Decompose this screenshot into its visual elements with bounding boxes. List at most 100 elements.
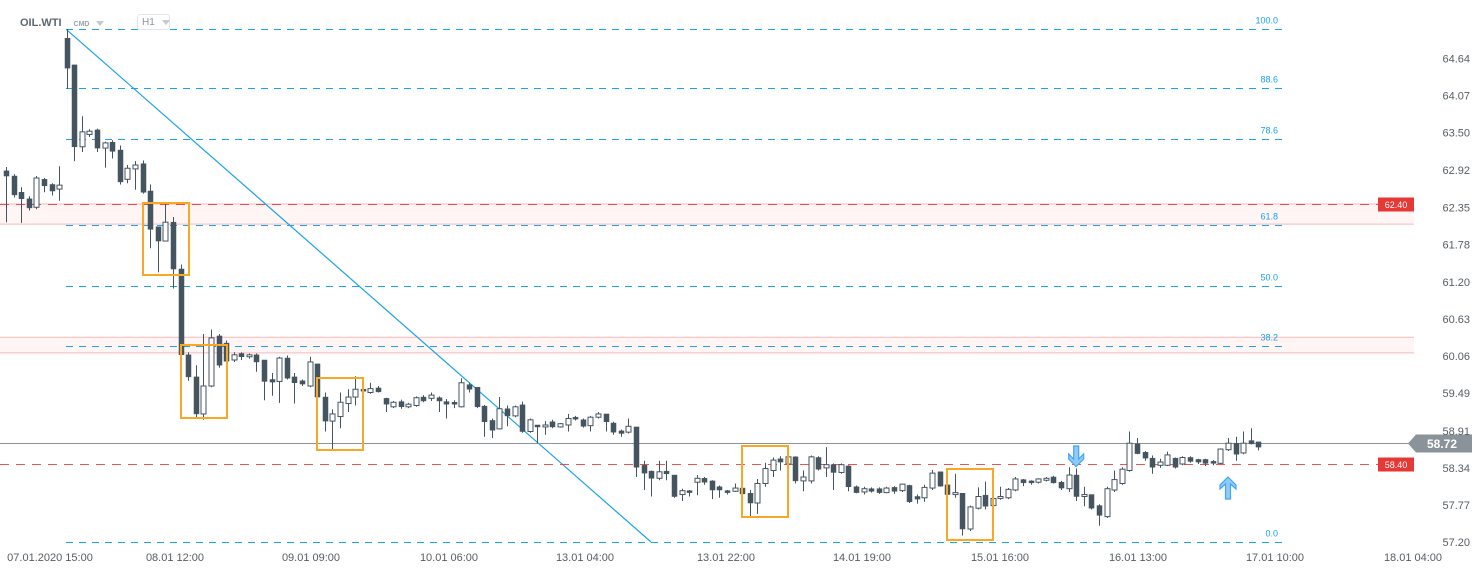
candle-body-bearish bbox=[853, 486, 860, 493]
fib-level-label: 38.2 bbox=[1260, 333, 1278, 343]
candle-body-bearish bbox=[481, 405, 488, 422]
candle bbox=[701, 477, 708, 485]
candle-body-bearish bbox=[3, 170, 10, 177]
candle-body-bearish bbox=[420, 396, 427, 402]
candle-body-bullish bbox=[329, 413, 336, 422]
candle bbox=[3, 166, 10, 223]
candle-body-bullish bbox=[1012, 478, 1019, 491]
candle bbox=[216, 334, 223, 368]
candle-body-bearish bbox=[1142, 452, 1149, 459]
annotations-layer[interactable] bbox=[142, 202, 1237, 541]
candle-body-bullish bbox=[102, 142, 109, 149]
candle bbox=[1028, 480, 1035, 485]
time-tick-label: 18.01 04:00 bbox=[1384, 552, 1442, 564]
candle-body-bullish bbox=[231, 354, 238, 361]
candle bbox=[527, 418, 534, 433]
candle-body-bearish bbox=[299, 380, 306, 385]
candle-body-bullish bbox=[124, 167, 131, 180]
candle bbox=[610, 421, 617, 435]
candle bbox=[246, 353, 253, 359]
candle-body-bearish bbox=[1172, 457, 1179, 468]
candle-body-bearish bbox=[1088, 494, 1095, 509]
candle-body-bullish bbox=[352, 388, 359, 398]
candle bbox=[345, 389, 352, 412]
candle-body-bullish bbox=[754, 483, 761, 504]
candle-body-bearish bbox=[193, 376, 200, 415]
candle bbox=[162, 202, 169, 242]
candle bbox=[170, 217, 177, 289]
resistance-zone[interactable] bbox=[0, 337, 1414, 353]
candle-body-bearish bbox=[11, 175, 18, 196]
candle bbox=[64, 29, 71, 89]
highlight-box[interactable] bbox=[316, 377, 364, 451]
candle bbox=[572, 415, 579, 421]
candle-body-bearish bbox=[253, 354, 260, 363]
candle bbox=[1210, 460, 1217, 466]
candle-body-bullish bbox=[1240, 442, 1247, 454]
candle bbox=[595, 412, 602, 419]
timeframe-dropdown[interactable]: H1 bbox=[137, 14, 170, 30]
fibonacci-retracement[interactable]: 100.0 88.6 78.6 61.8 50.0 38.2 0.0 bbox=[65, 16, 1285, 543]
resistance-zone[interactable] bbox=[0, 204, 1414, 225]
highlight-box[interactable] bbox=[180, 344, 228, 419]
candle bbox=[375, 386, 382, 393]
candle-body-bullish bbox=[1043, 477, 1050, 481]
candle bbox=[155, 226, 162, 273]
candle-body-bullish bbox=[33, 177, 40, 208]
candle-body-bullish bbox=[542, 424, 549, 428]
time-tick-label: 15.01 16:00 bbox=[971, 552, 1029, 564]
time-tick-label: 09.01 09:00 bbox=[282, 552, 340, 564]
time-axis[interactable]: 07.01.2020 15:00 08.01 12:00 09.01 09:00 10… bbox=[7, 552, 1442, 564]
candle bbox=[41, 178, 48, 193]
candle-body-bullish bbox=[56, 184, 63, 190]
price-tick-label: 58.34 bbox=[1442, 463, 1470, 475]
trend-line[interactable] bbox=[65, 28, 652, 543]
candle bbox=[1126, 431, 1133, 472]
candle-body-bullish bbox=[1164, 454, 1171, 466]
candle bbox=[1111, 470, 1118, 492]
candle-body-bearish bbox=[1195, 459, 1202, 463]
candle bbox=[291, 373, 298, 404]
highlight-box[interactable] bbox=[142, 202, 190, 276]
price-tick-label: 61.20 bbox=[1442, 277, 1470, 289]
candle-body-bearish bbox=[959, 493, 966, 530]
candle-body-bullish bbox=[1111, 479, 1118, 491]
instrument-header[interactable]: OIL.WTI CMD bbox=[20, 14, 104, 32]
candle-body-bullish bbox=[975, 496, 982, 509]
current-price-label: 58.72 bbox=[1427, 437, 1457, 451]
arrow-up-icon[interactable] bbox=[1219, 476, 1237, 500]
fib-level-label: 78.6 bbox=[1260, 126, 1278, 136]
candle-body-bearish bbox=[937, 471, 944, 487]
candle-body-bullish bbox=[458, 382, 465, 408]
candle-body-bullish bbox=[952, 492, 959, 496]
candle bbox=[1058, 480, 1065, 490]
candle bbox=[792, 456, 799, 484]
candle bbox=[466, 382, 473, 393]
candle-body-bullish bbox=[496, 408, 503, 430]
price-levels[interactable]: 62.40 58.40 58.72 bbox=[0, 197, 1472, 472]
candle-body-bearish bbox=[49, 184, 56, 192]
highlight-box[interactable] bbox=[741, 445, 789, 518]
highlight-box[interactable] bbox=[946, 468, 994, 541]
price-axis[interactable]: 64.64 64.07 63.50 62.92 62.35 61.78 61.20 60.63… bbox=[1442, 53, 1470, 549]
candle bbox=[1005, 488, 1012, 500]
arrow-down-icon[interactable] bbox=[1068, 445, 1085, 468]
candle bbox=[253, 353, 260, 372]
candle bbox=[451, 400, 458, 409]
candle-body-bullish bbox=[132, 164, 139, 170]
candle bbox=[261, 359, 268, 401]
chevron-down-icon[interactable] bbox=[95, 20, 104, 26]
candle bbox=[929, 469, 936, 490]
candle-body-bearish bbox=[436, 397, 443, 402]
candle-body-bullish bbox=[405, 403, 412, 408]
candle-body-bullish bbox=[512, 406, 519, 417]
candle bbox=[337, 392, 344, 429]
candle-body-bullish bbox=[656, 471, 663, 479]
candle bbox=[109, 140, 116, 159]
candle bbox=[891, 486, 898, 494]
candle bbox=[1134, 438, 1141, 455]
candle bbox=[208, 329, 215, 388]
candle-body-bullish bbox=[1104, 488, 1111, 518]
candle-body-bearish bbox=[792, 456, 799, 482]
